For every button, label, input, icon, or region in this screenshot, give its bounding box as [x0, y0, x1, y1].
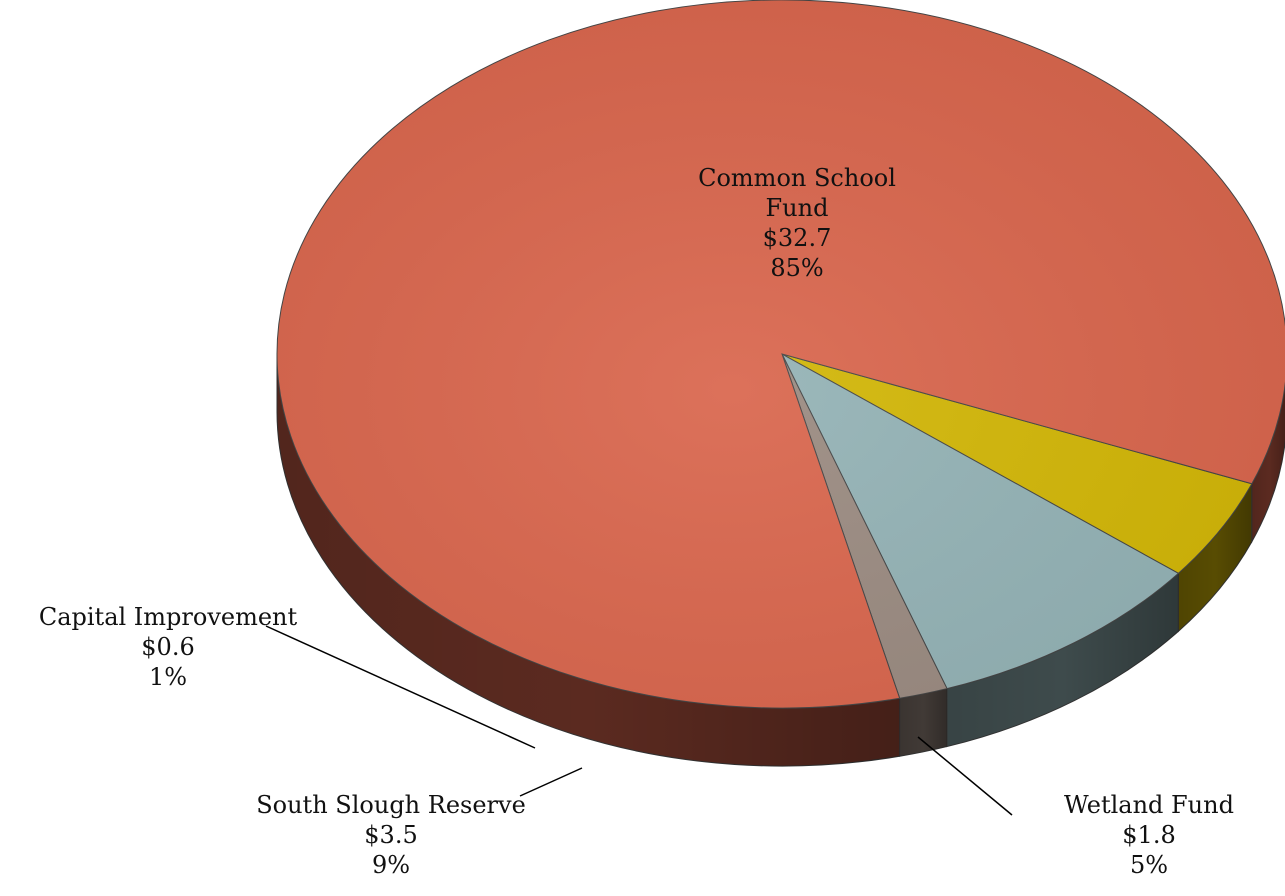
slice-value: $32.7 — [762, 224, 832, 252]
slice-percent: 9% — [371, 851, 411, 879]
slice-name: Wetland Fund — [1064, 791, 1234, 819]
pie-leaders — [265, 625, 1013, 816]
slice-side-shade — [1178, 483, 1252, 632]
slice-name: Capital Improvement — [38, 603, 298, 631]
slice-value: $1.8 — [1122, 821, 1176, 849]
slice-percent: 1% — [148, 663, 188, 691]
slice-side-shade — [277, 354, 900, 766]
slice-side-shade — [1251, 384, 1285, 542]
slice-side-shade — [946, 573, 1179, 747]
slice-name: South Slough Reserve — [256, 791, 526, 819]
slice-label-capital-improvement: Capital Improvement $0.6 1% — [39, 602, 297, 692]
leader-line-capital-improvement — [265, 625, 536, 749]
slice-percent: 5% — [1129, 851, 1169, 879]
slice-side-shade — [899, 688, 947, 757]
pie-top-shading — [277, 0, 1285, 708]
pie-top — [276, 0, 1285, 709]
slice-label-wetland-fund: Wetland Fund $1.8 5% — [1064, 790, 1234, 880]
slice-label-common-school-fund: Common School Fund $32.7 85% — [667, 163, 927, 283]
slice-value: $3.5 — [364, 821, 418, 849]
leader-line-south-slough-reserve — [519, 767, 583, 797]
slice-label-south-slough-reserve: South Slough Reserve $3.5 9% — [256, 790, 526, 880]
slice-value: $0.6 — [141, 633, 195, 661]
slice-percent: 85% — [770, 254, 824, 282]
slice-name: Common School Fund — [698, 164, 896, 222]
leader-line-wetland-fund — [917, 736, 1013, 816]
